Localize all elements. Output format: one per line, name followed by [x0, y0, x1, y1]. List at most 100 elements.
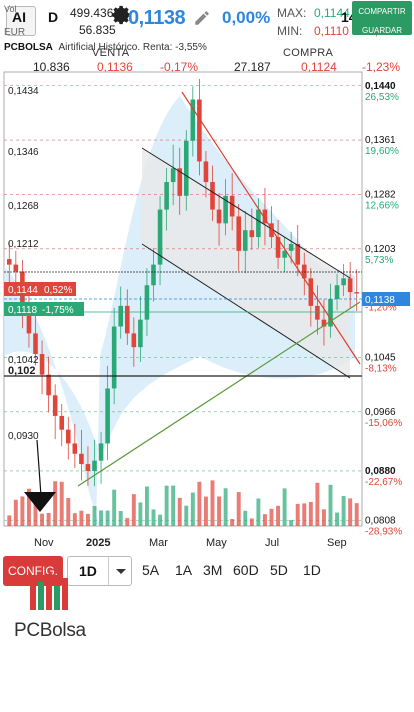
volume-bar: [171, 485, 176, 526]
candle: [79, 453, 84, 465]
range-1d[interactable]: 1D: [303, 562, 321, 578]
candle: [52, 395, 58, 416]
right-axis-pct: 5,73%: [365, 255, 393, 266]
range-5a[interactable]: 5A: [142, 562, 160, 578]
last-price: 0,1138: [128, 7, 186, 29]
candle: [72, 443, 78, 454]
volume-bar: [295, 503, 300, 526]
volume-label: Vol: [4, 4, 17, 14]
last-price-tag-text: 0,1138: [365, 295, 395, 306]
volume-bar: [184, 505, 189, 526]
left-label: 0,1042: [8, 355, 39, 366]
candle: [26, 305, 32, 334]
volume-bars: [7, 480, 359, 526]
candle: [269, 223, 274, 238]
volume-bar: [328, 484, 333, 526]
volume-bar: [13, 499, 18, 526]
symbol-button[interactable]: [6, 6, 36, 36]
period-select-value: 1D: [79, 563, 97, 579]
volume-bar: [321, 509, 326, 526]
left-label: 0,102: [8, 365, 36, 377]
candle: [197, 99, 202, 162]
volume-bar: [164, 485, 169, 526]
symbol-ticker: AI: [12, 9, 26, 25]
volume-bar: [177, 497, 182, 526]
arrow-shaft: [36, 439, 42, 497]
price-change: 0,00%: [222, 8, 271, 27]
right-axis-price: 0,0808: [365, 515, 396, 526]
candle: [256, 209, 261, 238]
candle: [301, 264, 307, 279]
chevron-down-icon: [116, 569, 126, 574]
candle: [138, 319, 143, 348]
share-label: COMPARTIR: [358, 7, 406, 16]
arrow-down-icon: [24, 492, 56, 512]
volume-bar: [72, 513, 77, 526]
right-axis-price: 0,1045: [365, 352, 396, 363]
candle: [315, 305, 320, 320]
candle: [151, 264, 156, 286]
volume-bar: [85, 513, 90, 526]
period-indicator[interactable]: D: [48, 9, 59, 25]
left-label: 0,1268: [8, 201, 39, 212]
volume-bar: [230, 519, 235, 526]
candle: [164, 182, 169, 210]
share-save-button[interactable]: COMPARTIR GUARDAR: [352, 1, 412, 35]
right-axis-price: 0,1361: [365, 135, 396, 146]
volume-bar: [256, 498, 261, 526]
candle: [308, 278, 314, 306]
chart-title: PCBOLSA Airtificial Histórico. Renta: -3…: [4, 42, 207, 53]
volume-bar: [158, 514, 163, 526]
red-trend-line: [181, 91, 361, 365]
venta-price: 0,1136: [97, 60, 133, 74]
volume-bar: [243, 510, 248, 526]
right-axis-pct: -1,20%: [365, 302, 397, 313]
volume-bar: [289, 519, 294, 526]
logo-text: PCBolsa: [14, 620, 86, 641]
candle: [275, 237, 281, 258]
pencil-icon[interactable]: [193, 9, 211, 27]
volume-bar: [46, 512, 51, 526]
volume-bar: [190, 492, 195, 526]
ask-box: [4, 302, 84, 316]
range-3m[interactable]: 3M: [203, 562, 223, 578]
price-chart[interactable]: 0,1434 0,1346 0,1268 0,1212 0,1042 0,102…: [0, 56, 414, 552]
ask-box-price: 0,1118: [8, 305, 38, 316]
candle: [223, 195, 228, 224]
volume-bar: [217, 496, 222, 526]
chart-title-text: Airtificial Histórico. Renta: -3,55%: [58, 42, 207, 53]
compra-price: 0,1124: [301, 60, 337, 74]
candle: [288, 243, 294, 251]
gear-icon[interactable]: [111, 4, 133, 26]
candle: [262, 209, 268, 224]
save-label: GUARDAR: [361, 26, 402, 35]
candles: [6, 79, 360, 487]
candle: [33, 333, 38, 355]
ask-box-pct: -1,75%: [42, 305, 74, 316]
volume-bar: [53, 481, 58, 526]
max-value: 0,1144: [314, 6, 350, 20]
candle: [190, 99, 196, 141]
period-select[interactable]: 1D: [67, 556, 132, 586]
channel-upper-line: [141, 147, 351, 279]
top-header: Vol AI EUR D 499.436 56.835 0,1138 0,00%…: [0, 0, 414, 40]
bid-box-pct: 0,52%: [44, 285, 72, 296]
volume-bar: [308, 501, 313, 526]
range-60d[interactable]: 60D: [233, 562, 259, 578]
green-trend-line: [77, 301, 361, 487]
volume-bar: [99, 510, 104, 526]
candle: [282, 250, 287, 258]
candle: [242, 230, 248, 251]
candle: [65, 429, 71, 444]
x-tick: May: [206, 537, 227, 549]
right-axis-pct: -28,93%: [365, 526, 402, 537]
volume-bar: [315, 482, 320, 526]
candle: [124, 305, 130, 334]
candle: [321, 319, 327, 327]
candle: [118, 305, 124, 327]
candle: [249, 230, 255, 238]
range-1a[interactable]: 1A: [175, 562, 193, 578]
range-5d[interactable]: 5D: [270, 562, 288, 578]
config-button[interactable]: CONFIG.: [3, 556, 63, 586]
